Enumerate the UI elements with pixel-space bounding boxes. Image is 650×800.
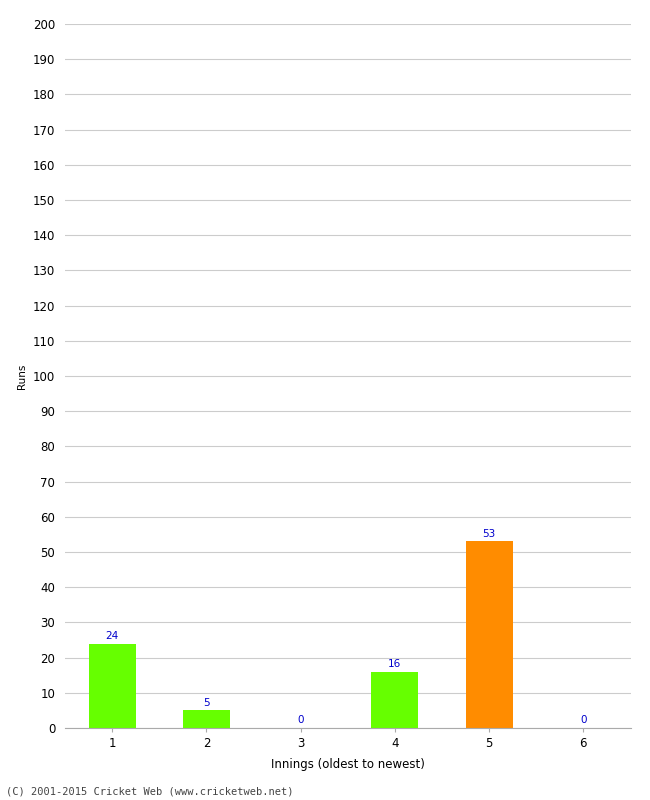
Bar: [88, 643, 136, 728]
Text: (C) 2001-2015 Cricket Web (www.cricketweb.net): (C) 2001-2015 Cricket Web (www.cricketwe…: [6, 786, 294, 796]
Text: 53: 53: [482, 529, 496, 538]
X-axis label: Innings (oldest to newest): Innings (oldest to newest): [271, 758, 424, 771]
Bar: [183, 710, 230, 728]
Y-axis label: Runs: Runs: [18, 363, 27, 389]
Text: 24: 24: [105, 630, 119, 641]
Text: 0: 0: [298, 715, 304, 725]
Text: 0: 0: [580, 715, 586, 725]
Bar: [465, 542, 513, 728]
Text: 5: 5: [203, 698, 210, 707]
Text: 16: 16: [388, 659, 402, 669]
Bar: [371, 672, 419, 728]
